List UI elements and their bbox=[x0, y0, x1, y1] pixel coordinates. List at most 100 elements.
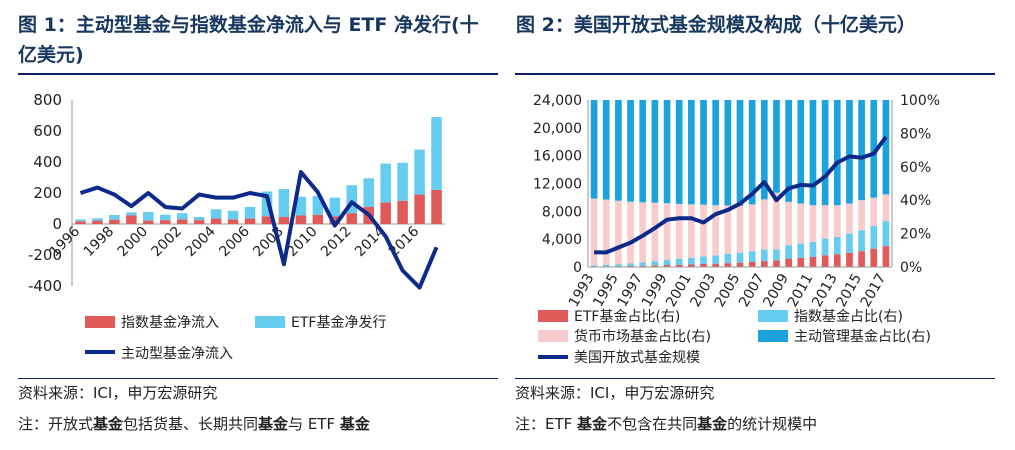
right-xtick-label: 2017 bbox=[858, 271, 890, 310]
share-stack-segment bbox=[785, 245, 792, 259]
share-stack-segment bbox=[846, 233, 853, 253]
index-fund-bar bbox=[329, 216, 341, 224]
etf-bar bbox=[126, 212, 137, 216]
etf-bar bbox=[159, 214, 171, 221]
share-stack-segment bbox=[700, 100, 707, 205]
left-source-rule bbox=[18, 378, 498, 379]
index-fund-bar bbox=[414, 194, 425, 224]
share-stack-segment bbox=[712, 205, 720, 256]
etf-bar bbox=[346, 185, 358, 214]
index-fund-bar bbox=[193, 220, 205, 224]
share-stack-segment bbox=[809, 100, 817, 206]
legend-mmf-share-swatch bbox=[538, 330, 568, 342]
index-fund-bar bbox=[75, 221, 86, 224]
right-ytick-left-label: 8,000 bbox=[542, 204, 582, 220]
share-stack-segment bbox=[748, 251, 756, 262]
etf-bar bbox=[176, 213, 188, 220]
right-ytick-right-label: 80% bbox=[900, 126, 931, 142]
share-stack-segment bbox=[724, 205, 732, 254]
legend-active-share-swatch bbox=[758, 330, 788, 342]
share-stack-segment bbox=[627, 265, 634, 267]
index-fund-bar bbox=[143, 220, 154, 224]
etf-bar bbox=[329, 197, 341, 217]
etf-bar bbox=[363, 178, 374, 207]
index-fund-bar bbox=[380, 202, 391, 224]
right-ytick-left-label: 4,000 bbox=[542, 232, 582, 248]
left-xtick-label: 2014 bbox=[352, 223, 389, 260]
etf-bar bbox=[278, 189, 290, 218]
etf-bar bbox=[244, 206, 256, 219]
right-note-mid: 不包含在共同 bbox=[607, 415, 698, 433]
left-ytick-label: 400 bbox=[33, 153, 62, 171]
share-stack-segment bbox=[639, 202, 647, 263]
share-stack-segment bbox=[627, 100, 634, 202]
index-fund-bar bbox=[346, 213, 358, 224]
left-xtick-label: 2002 bbox=[149, 224, 186, 261]
etf-bar bbox=[380, 163, 391, 203]
index-fund-bar bbox=[295, 215, 307, 224]
etf-bar bbox=[397, 162, 408, 201]
share-stack-segment bbox=[651, 202, 659, 262]
right-ytick-right-label: 40% bbox=[900, 193, 931, 209]
etf-bar bbox=[193, 217, 205, 221]
right-ytick-right-label: 20% bbox=[900, 227, 931, 243]
legend-index-share-swatch bbox=[758, 310, 788, 322]
share-stack-segment bbox=[615, 100, 622, 201]
share-stack-segment bbox=[833, 100, 841, 206]
share-stack-segment bbox=[712, 255, 720, 264]
index-fund-bar bbox=[244, 218, 256, 224]
share-stack-segment bbox=[882, 246, 890, 267]
etf-bar bbox=[143, 212, 154, 221]
share-stack-segment bbox=[760, 100, 768, 200]
share-stack-segment bbox=[712, 263, 720, 267]
legend-mmf-share-label: 货币市场基金占比(右) bbox=[574, 328, 711, 345]
share-stack-segment bbox=[675, 264, 683, 267]
left-ytick-label: 600 bbox=[33, 122, 62, 140]
right-chart: 24,000 20,000 16,000 12,000 8,000 4,000 0 100%… bbox=[533, 93, 940, 366]
share-stack-segment bbox=[773, 249, 780, 261]
share-stack-segment bbox=[724, 253, 732, 264]
share-stack-segment bbox=[651, 100, 659, 203]
share-stack-segment bbox=[833, 236, 841, 255]
share-stack-segment bbox=[700, 256, 707, 264]
share-stack-segment bbox=[870, 248, 878, 267]
right-ytick-right-label: 0% bbox=[900, 260, 922, 276]
share-stack-segment bbox=[675, 258, 683, 265]
etf-bar bbox=[75, 219, 86, 222]
etf-bar bbox=[312, 196, 324, 215]
right-note-bold2: 基金 bbox=[697, 415, 728, 433]
right-ytick-left-label: 16,000 bbox=[533, 149, 582, 165]
share-stack-segment bbox=[688, 264, 695, 267]
share-stack-segment bbox=[773, 192, 780, 250]
share-stack-segment bbox=[882, 221, 890, 247]
share-stack-segment bbox=[858, 230, 865, 252]
share-stack-segment bbox=[882, 194, 890, 222]
right-ytick-left-label: 0 bbox=[573, 260, 582, 276]
left-note-prefix: 注：开放式 bbox=[18, 415, 94, 433]
etf-bar bbox=[227, 210, 239, 220]
share-stack-segment bbox=[809, 256, 817, 267]
share-stack-segment bbox=[627, 263, 634, 266]
index-fund-bar bbox=[92, 220, 103, 224]
share-stack-segment bbox=[797, 203, 805, 244]
legend-active-share-label: 主动管理基金占比(右) bbox=[794, 328, 931, 345]
etf-bar bbox=[109, 215, 120, 220]
share-stack-segment bbox=[639, 262, 647, 266]
share-stack-segment bbox=[785, 258, 792, 267]
etf-bar bbox=[92, 218, 103, 221]
share-stack-segment bbox=[675, 203, 683, 259]
left-ytick-label: 0 bbox=[52, 215, 62, 233]
share-stack-segment bbox=[663, 100, 671, 204]
etf-bar bbox=[210, 209, 222, 219]
index-fund-bar bbox=[159, 220, 171, 224]
share-stack-segment bbox=[675, 100, 683, 204]
share-stack-segment bbox=[615, 264, 622, 267]
index-fund-bar bbox=[227, 219, 239, 224]
share-stack-segment bbox=[688, 100, 695, 205]
share-stack-segment bbox=[651, 261, 659, 266]
share-stack-segment bbox=[833, 205, 841, 237]
share-stack-segment bbox=[602, 199, 610, 265]
share-stack-segment bbox=[663, 259, 671, 265]
share-stack-segment bbox=[712, 100, 720, 206]
